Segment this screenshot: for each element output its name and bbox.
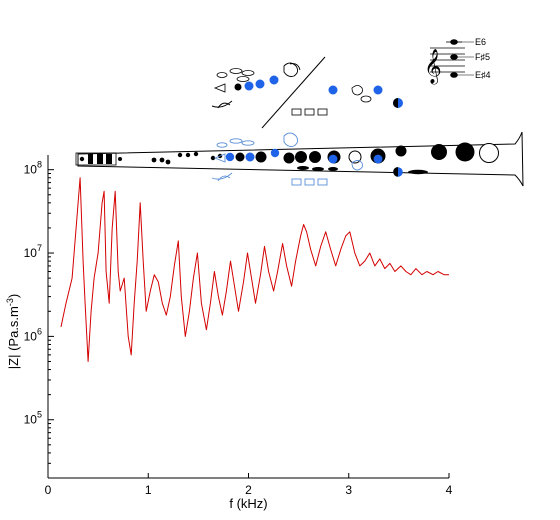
fingering-diagram-top — [211, 56, 403, 129]
impedance-chart: 0 1 2 3 4 105 106 107 108 f (kHz) |Z| (Pa.s.m-3… — [5, 155, 453, 511]
clarinet-body — [75, 131, 524, 187]
x-axis-title: f (kHz) — [229, 496, 267, 511]
note-label-mid: F♯5 — [475, 52, 490, 62]
impedance-curve — [60, 177, 449, 362]
note-label-high: E6 — [475, 37, 486, 47]
x-tick-label: 0 — [45, 483, 52, 497]
x-tick-label: 1 — [145, 483, 152, 497]
x-tick-label: 4 — [446, 483, 453, 497]
treble-clef-icon: 𝄞 — [424, 49, 442, 85]
instrument-illustration: 𝄞 E6 F♯5 E♯4 — [75, 37, 524, 187]
note-label-low: E♯4 — [475, 70, 491, 80]
y-axis-title-tail: ) — [6, 294, 21, 298]
fingering-overlay-ghost — [211, 132, 363, 186]
music-staff: 𝄞 E6 F♯5 E♯4 — [424, 37, 491, 85]
series-layer — [60, 177, 449, 362]
y-tick-label: 106 — [24, 326, 42, 343]
y-tick-label: 107 — [24, 243, 42, 260]
y-tick-label: 105 — [24, 410, 42, 427]
y-tick-label: 108 — [24, 160, 42, 177]
y-axis-title: |Z| (Pa.s.m-3) — [5, 294, 21, 369]
y-axis-minor-ticks — [48, 172, 51, 479]
x-tick-label: 3 — [345, 483, 352, 497]
y-axis-title-main: |Z| (Pa.s.m — [6, 306, 21, 369]
x-tick-label: 2 — [245, 483, 252, 497]
x-axis-ticks: 0 1 2 3 4 — [45, 473, 453, 497]
y-axis-ticks: 105 106 107 108 — [24, 160, 54, 427]
y-axis-title-sup: -3 — [5, 298, 15, 306]
